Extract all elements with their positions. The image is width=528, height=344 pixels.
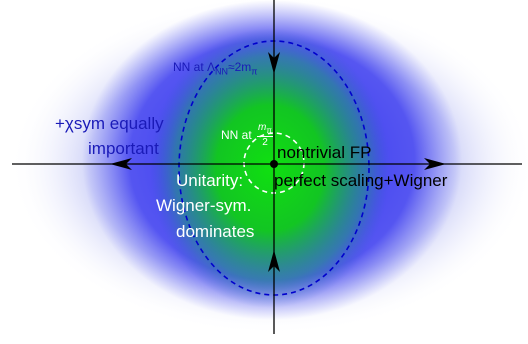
fixed-point-dot [270,160,278,168]
arrow-top [268,52,280,74]
nn-inner-fraction: mπ 2 [257,122,273,148]
nn-outer-scale-label: NN at ΛNN≈2mπ [173,60,258,76]
chi-sym-label-line1: +χsym equally [55,114,164,133]
nn-inner-num-sub: π [266,126,272,135]
wigner-sym-label: Wigner-sym. [156,196,252,215]
nn-inner-prefix: NN at [221,128,252,142]
nn-inner-numerator: mπ [257,122,273,137]
dominates-label: dominates [176,222,255,241]
nn-inner-denominator: 2 [262,137,268,148]
nn-inner-num: m [258,122,267,133]
nn-outer-prefix: NN at Λ [173,60,216,74]
nn-inner-scale-label: NN at mπ 2 [221,122,273,148]
green-core-region [150,28,390,308]
arrow-left [110,158,132,170]
nn-outer-sub: NN [215,66,229,77]
nn-outer-suffix-sub: π [251,66,258,77]
nontrivial-fp-label: nontrivial FP [277,143,372,162]
perfect-scaling-label: perfect scaling+Wigner [274,171,448,190]
arrow-right [424,158,446,170]
unitarity-label: Unitarity: [176,171,244,190]
arrow-bottom [268,250,280,272]
nn-outer-suffix: ≈2m [228,60,252,74]
chi-sym-label-line2: important [88,139,159,158]
